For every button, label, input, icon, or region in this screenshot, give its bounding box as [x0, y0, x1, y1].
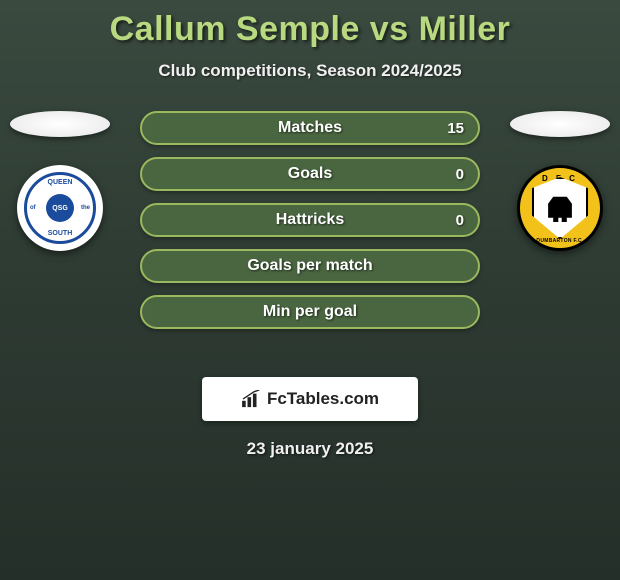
- club-badge-right: D F C DUMBARTON F.C.: [517, 165, 603, 251]
- player-right-column: D F C DUMBARTON F.C.: [505, 111, 615, 251]
- qos-badge-ring: QUEEN of QSG the SOUTH: [24, 172, 96, 244]
- subtitle: Club competitions, Season 2024/2025: [0, 61, 620, 81]
- stat-bar: Goals 0: [140, 157, 480, 191]
- stat-value-right: 0: [456, 212, 464, 229]
- player-right-photo-placeholder: [510, 111, 610, 137]
- stat-bar: Min per goal: [140, 295, 480, 329]
- stat-label: Matches: [278, 119, 342, 137]
- club-badge-left: QUEEN of QSG the SOUTH: [17, 165, 103, 251]
- player-left-column: QUEEN of QSG the SOUTH: [5, 111, 115, 251]
- stat-bars-container: Matches 15 Goals 0 Hattricks 0 Goals per match…: [140, 111, 480, 341]
- chart-bars-icon: [241, 390, 263, 408]
- brand-label: FcTables.com: [267, 389, 379, 409]
- stat-bar: Matches 15: [140, 111, 480, 145]
- dfc-elephant-icon: [543, 194, 577, 222]
- qos-badge-bottom-text: SOUTH: [48, 230, 73, 237]
- stat-label: Goals: [288, 165, 332, 183]
- stat-label: Min per goal: [263, 303, 357, 321]
- date-label: 23 january 2025: [0, 439, 620, 459]
- dfc-badge-text: DUMBARTON F.C.: [536, 238, 583, 244]
- player-left-photo-placeholder: [10, 111, 110, 137]
- qos-badge-left-text: of: [30, 205, 36, 211]
- stat-label: Goals per match: [247, 257, 372, 275]
- stat-value-right: 0: [456, 166, 464, 183]
- brand-logo-box[interactable]: FcTables.com: [202, 377, 418, 421]
- stat-value-right: 15: [447, 120, 464, 137]
- qos-badge-right-text: the: [81, 205, 90, 211]
- stat-bar: Goals per match: [140, 249, 480, 283]
- stat-label: Hattricks: [276, 211, 344, 229]
- dfc-shield-icon: [532, 177, 588, 239]
- qos-badge-top-text: QUEEN: [48, 179, 73, 186]
- qos-badge-center: QSG: [46, 194, 74, 222]
- page-title: Callum Semple vs Miller: [0, 0, 620, 49]
- comparison-area: QUEEN of QSG the SOUTH D F C DUMBARTON F…: [0, 111, 620, 361]
- stat-bar: Hattricks 0: [140, 203, 480, 237]
